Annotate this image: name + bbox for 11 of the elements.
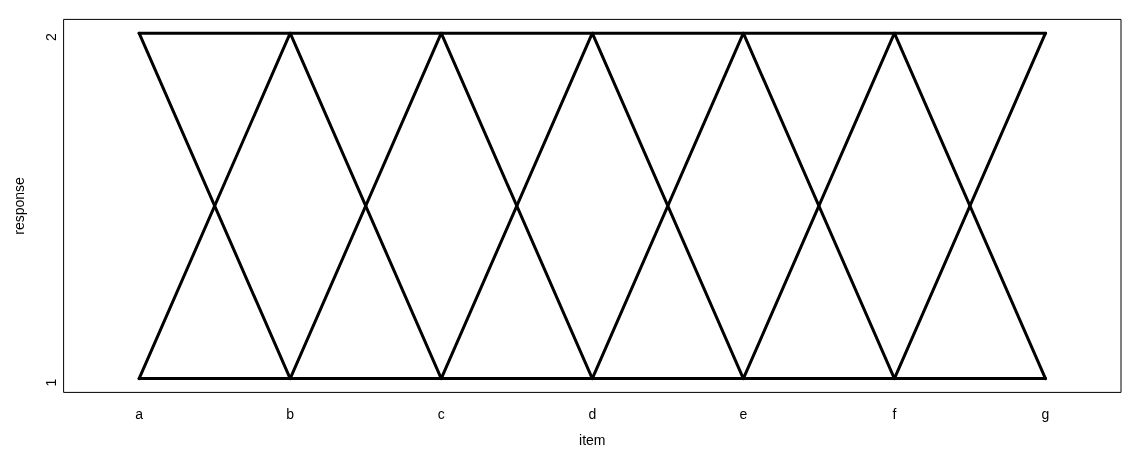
- x-tick-label: d: [588, 405, 597, 422]
- x-tick-label: b: [286, 405, 295, 422]
- y-tick-label: 2: [43, 33, 60, 42]
- x-tick-label: a: [135, 405, 144, 422]
- x-tick-label: c: [437, 405, 445, 422]
- y-axis-title: response: [11, 176, 28, 235]
- x-axis-title: item: [579, 432, 606, 449]
- x-tick-label: f: [892, 405, 897, 422]
- x-tick-label: g: [1041, 405, 1050, 422]
- y-tick-label: 1: [43, 378, 60, 387]
- x-tick-label: e: [739, 405, 748, 422]
